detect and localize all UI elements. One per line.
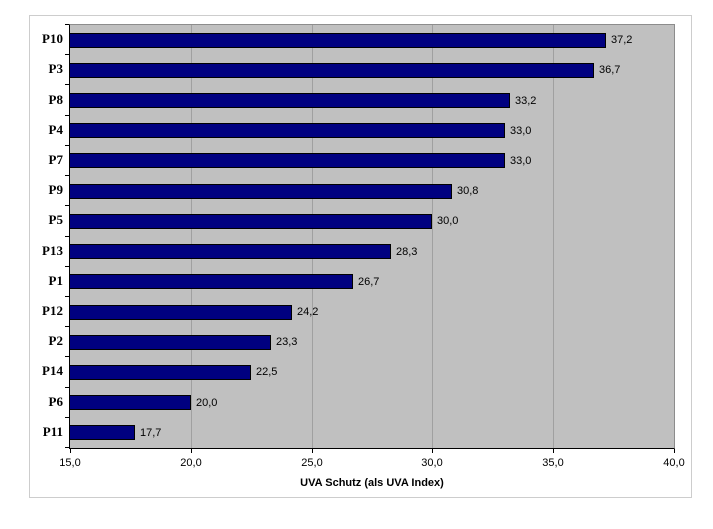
x-axis-tick [312, 449, 313, 453]
value-label-P6: 20,0 [196, 396, 218, 409]
y-axis-tick [65, 84, 69, 85]
y-axis-tick [65, 205, 69, 206]
bar-P12 [70, 305, 292, 320]
y-axis-tick [65, 236, 69, 237]
bar-P8 [70, 93, 510, 108]
value-label-P5: 30,0 [437, 215, 459, 228]
bar-P6 [70, 395, 191, 410]
bar-P7 [70, 153, 505, 168]
bar-P4 [70, 123, 505, 138]
category-label-P9: P9 [48, 182, 63, 198]
y-axis-tick [65, 24, 69, 25]
value-label-P7: 33,0 [510, 154, 532, 167]
bar-P13 [70, 244, 391, 259]
bar-P1 [70, 274, 353, 289]
y-axis-tick [65, 145, 69, 146]
x-tick-label-25,0: 25,0 [301, 457, 323, 469]
bar-P3 [70, 63, 594, 78]
x-axis-title: UVA Schutz (als UVA Index) [300, 477, 444, 489]
category-label-P14: P14 [42, 363, 63, 379]
plot-area: 37,2 36,7 33,2 33,0 33,0 30,8 30,0 28,3 26,7 24,2… [69, 24, 675, 449]
category-label-P10: P10 [42, 31, 63, 47]
bar-P5 [70, 214, 432, 229]
y-axis-tick [65, 296, 69, 297]
category-label-P4: P4 [48, 121, 63, 137]
bar-P14 [70, 365, 251, 380]
value-label-P13: 28,3 [396, 245, 418, 258]
value-label-P10: 37,2 [611, 34, 633, 47]
category-label-P3: P3 [48, 61, 63, 77]
value-label-P11: 17,7 [140, 426, 162, 439]
bar-P11 [70, 425, 135, 440]
value-label-P1: 26,7 [358, 275, 380, 288]
y-axis-tick [65, 387, 69, 388]
value-label-P9: 30,8 [457, 185, 479, 198]
value-label-P3: 36,7 [599, 64, 621, 77]
y-axis-tick [65, 417, 69, 418]
category-label-P12: P12 [42, 303, 63, 319]
bar-chart: 37,2 36,7 33,2 33,0 33,0 30,8 30,0 28,3 26,7 24,2… [29, 15, 692, 498]
y-axis-tick [65, 326, 69, 327]
y-axis-tick [65, 54, 69, 55]
gridline [191, 25, 192, 448]
category-label-P8: P8 [48, 91, 63, 107]
y-axis-tick [65, 447, 69, 448]
bar-P2 [70, 335, 271, 350]
x-axis-tick [191, 449, 192, 453]
x-tick-label-35,0: 35,0 [542, 457, 564, 469]
y-axis-tick [65, 266, 69, 267]
category-label-P6: P6 [48, 393, 63, 409]
category-label-P5: P5 [48, 212, 63, 228]
x-axis-tick [70, 449, 71, 453]
category-label-P2: P2 [48, 333, 63, 349]
x-tick-label-20,0: 20,0 [180, 457, 202, 469]
value-label-P12: 24,2 [297, 306, 319, 319]
x-tick-label-40,0: 40,0 [663, 457, 685, 469]
x-tick-label-15,0: 15,0 [59, 457, 81, 469]
y-axis-tick [65, 175, 69, 176]
y-axis-tick [65, 115, 69, 116]
value-label-P4: 33,0 [510, 124, 532, 137]
bar-P10 [70, 33, 606, 48]
category-label-P13: P13 [42, 242, 63, 258]
value-label-P2: 23,3 [276, 336, 298, 349]
x-axis-tick [674, 449, 675, 453]
category-label-P1: P1 [48, 272, 63, 288]
value-label-P14: 22,5 [256, 366, 278, 379]
category-label-P7: P7 [48, 151, 63, 167]
gridline [432, 25, 433, 448]
value-label-P8: 33,2 [515, 94, 537, 107]
bar-P9 [70, 184, 452, 199]
x-axis-tick [432, 449, 433, 453]
y-axis-tick [65, 356, 69, 357]
x-axis-tick [553, 449, 554, 453]
gridline [553, 25, 554, 448]
x-tick-label-30,0: 30,0 [421, 457, 443, 469]
gridline [312, 25, 313, 448]
category-label-P11: P11 [42, 423, 63, 439]
